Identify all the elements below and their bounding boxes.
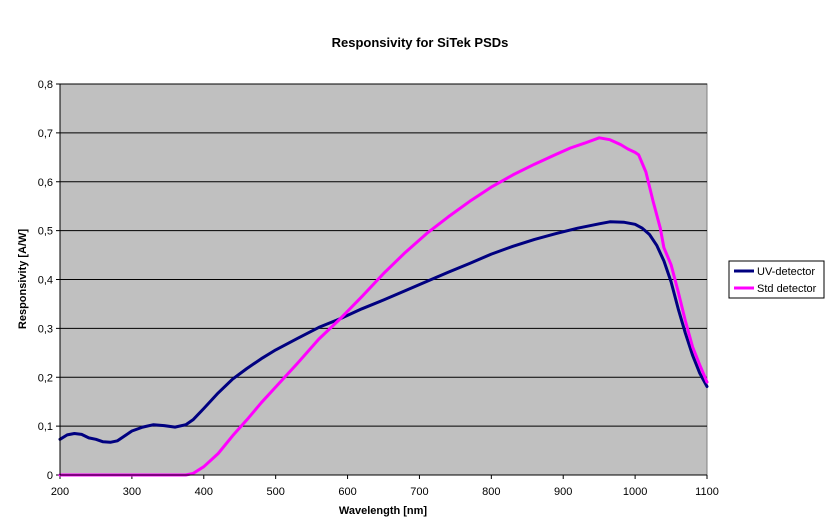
x-tick-label: 900 <box>554 486 572 498</box>
legend-label: UV-detector <box>757 266 815 278</box>
x-tick-label: 500 <box>266 486 284 498</box>
y-tick-label: 0,8 <box>38 79 53 91</box>
y-tick-label: 0 <box>47 470 53 482</box>
x-axis-ticks: 200 300 400 500 600 700 800 900 1000 1100 <box>51 475 719 498</box>
legend: UV-detector Std detector <box>728 260 825 299</box>
x-tick-label: 200 <box>51 486 69 498</box>
x-tick-label: 400 <box>195 486 213 498</box>
y-tick-label: 0,5 <box>38 226 53 238</box>
x-tick-label: 300 <box>123 486 141 498</box>
y-axis-ticks: 0 0,1 0,2 0,3 0,4 0,5 0,6 0,7 0,8 <box>38 79 60 482</box>
y-tick-label: 0,6 <box>38 177 53 189</box>
y-tick-label: 0,2 <box>38 372 53 384</box>
y-tick-label: 0,4 <box>38 275 53 287</box>
x-tick-label: 1000 <box>623 486 647 498</box>
series-lines <box>58 136 709 477</box>
x-tick-label: 700 <box>410 486 428 498</box>
x-tick-label: 800 <box>482 486 500 498</box>
x-tick-label: 600 <box>338 486 356 498</box>
x-tick-label: 1100 <box>695 486 719 498</box>
legend-label: Std detector <box>757 283 817 295</box>
series-line-std-detector <box>58 136 709 477</box>
y-axis-title: Responsivity [A/W] <box>17 229 29 330</box>
legend-box <box>728 260 825 299</box>
y-tick-label: 0,3 <box>38 323 53 335</box>
y-tick-label: 0,7 <box>38 128 53 140</box>
x-axis-title: Wavelength [nm] <box>339 505 428 517</box>
chart-title: Responsivity for SiTek PSDs <box>332 35 509 50</box>
y-tick-label: 0,1 <box>38 421 53 433</box>
